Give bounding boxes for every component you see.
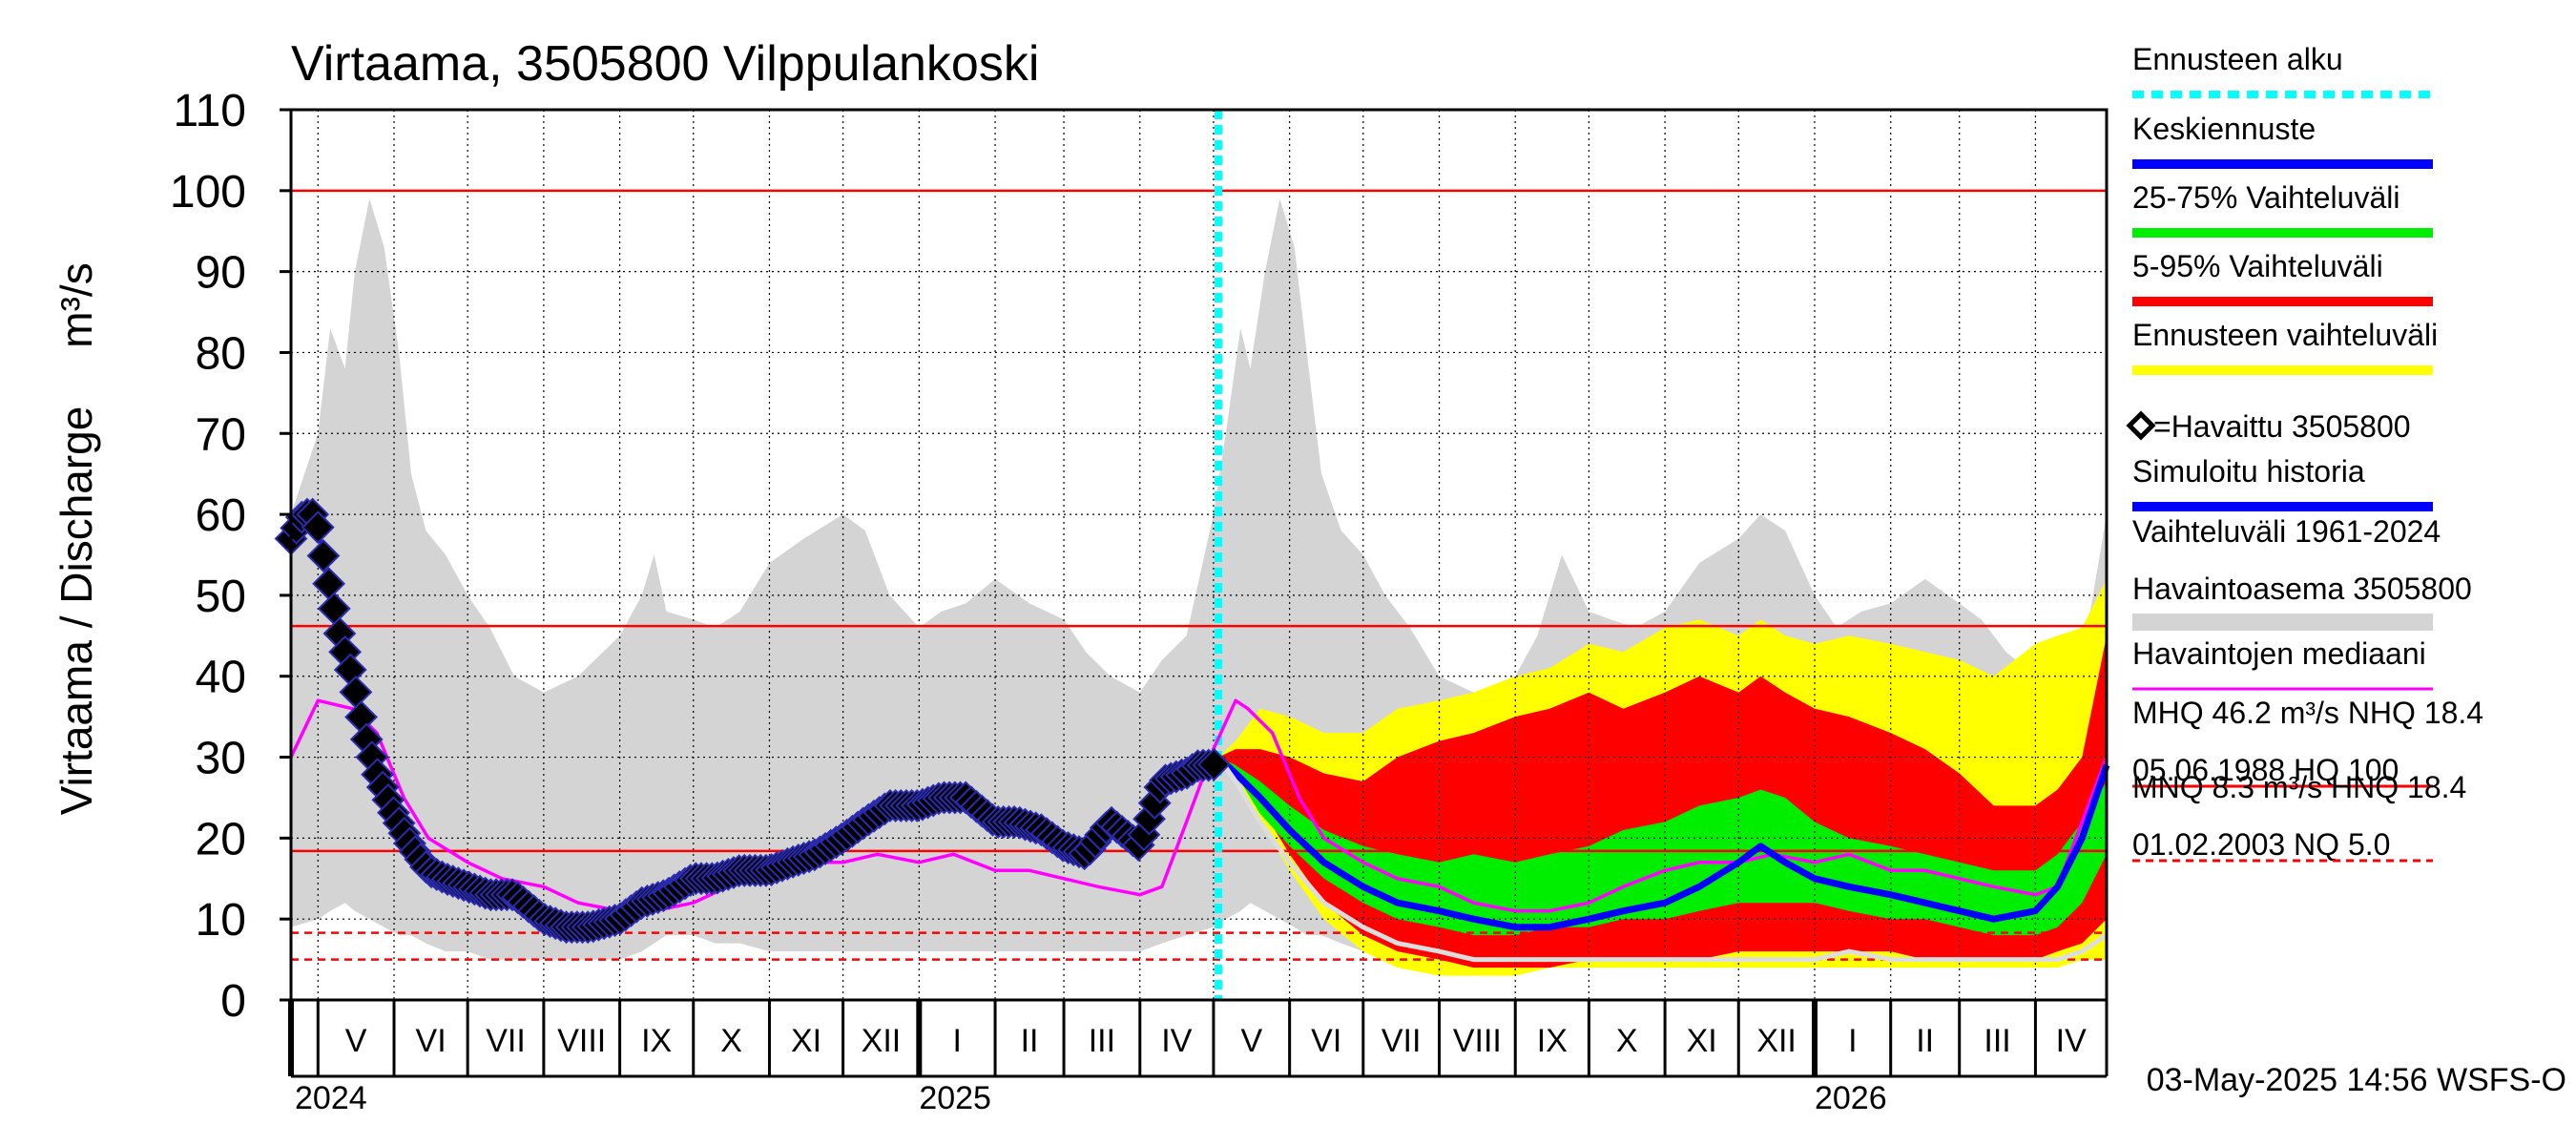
series-line-low-forecast-member	[1216, 756, 2109, 963]
year-label: 2026	[1815, 1080, 1887, 1116]
y-axis-label: Virtaama / Discharge	[52, 406, 101, 816]
y-tick-label: 80	[196, 328, 246, 379]
plot-frame-layer	[289, 108, 2109, 1002]
y-tick-label: 0	[220, 976, 246, 1027]
series-line-keskiennuste	[1215, 754, 2110, 931]
y-tick-label: 30	[196, 734, 246, 784]
y-tick-label: 110	[173, 86, 246, 136]
month-label: IV	[1161, 1023, 1192, 1059]
month-label: XII	[862, 1023, 902, 1059]
observed-point	[1197, 747, 1231, 781]
month-label: V	[1240, 1023, 1262, 1059]
legend-label: Ennusteen vaihteluväli	[2132, 318, 2438, 352]
y-tick-label: 40	[196, 653, 246, 703]
month-label: VIII	[557, 1023, 606, 1059]
month-label: VII	[486, 1023, 526, 1059]
y-tick-label: 50	[196, 572, 246, 622]
month-label: VI	[416, 1023, 447, 1059]
observed-point	[301, 510, 335, 545]
legend-label: 25-75% Vaihteluväli	[2132, 180, 2399, 215]
month-label: XI	[791, 1023, 821, 1059]
month-label: IX	[641, 1023, 672, 1059]
y-tick-label: 10	[196, 895, 246, 946]
legend-label: Havaintojen mediaani	[2132, 636, 2426, 671]
month-label: III	[1984, 1023, 2010, 1059]
year-label: 2025	[919, 1080, 991, 1116]
timestamp-footer: 03-May-2025 14:56 WSFS-O	[2147, 1062, 2566, 1098]
observed-markers-layer	[274, 497, 1231, 945]
y-tick-label: 90	[196, 248, 246, 299]
year-label: 2024	[295, 1080, 367, 1116]
month-label: IV	[2056, 1023, 2087, 1059]
legend-label: 01.02.2003 NQ 5.0	[2132, 827, 2390, 862]
legend-label: MNQ 8.3 m³/s HNQ 18.4	[2132, 770, 2466, 804]
legend-label: 05.06.1988 HQ 100	[2132, 753, 2399, 787]
plot-frame	[289, 108, 2109, 1002]
legend-marker	[2126, 410, 2156, 441]
month-label: I	[1848, 1023, 1857, 1059]
y-tick-label: 100	[170, 167, 246, 218]
observed-point	[306, 539, 341, 572]
month-label: III	[1089, 1023, 1115, 1059]
legend: Ennusteen alku Keskiennuste 25-75% Vaihtel…	[2126, 42, 2483, 863]
chart-title: Virtaama, 3505800 Vilppulankoski	[291, 36, 1039, 92]
month-label: V	[345, 1023, 367, 1059]
legend-label: Ennusteen alku	[2132, 42, 2343, 76]
legend-label: 5-95% Vaihteluväli	[2132, 249, 2383, 283]
legend-label: =Havaittu 3505800	[2153, 409, 2411, 444]
legend-label: Havaintoasema 3505800	[2132, 572, 2472, 606]
y-tick-label: 70	[196, 409, 246, 460]
legend-label: MHQ 46.2 m³/s NHQ 18.4	[2132, 696, 2483, 730]
month-label: I	[952, 1023, 961, 1059]
y-tick-label: 20	[196, 814, 246, 864]
forecast-bands-layer	[1218, 578, 2107, 976]
month-label: XI	[1687, 1023, 1717, 1059]
month-label: X	[720, 1023, 742, 1059]
month-label: XII	[1756, 1023, 1797, 1059]
legend-label: Keskiennuste	[2132, 112, 2316, 146]
legend-label: Simuloitu historia	[2132, 454, 2365, 489]
legend-label: Vaihteluväli 1961-2024	[2132, 514, 2441, 549]
month-label: X	[1616, 1023, 1638, 1059]
month-label: II	[1021, 1023, 1039, 1059]
month-label: VIII	[1453, 1023, 1502, 1059]
legend-swatch	[2132, 614, 2433, 631]
month-label: VI	[1311, 1023, 1341, 1059]
month-label: IX	[1537, 1023, 1568, 1059]
y-axis-unit: m³/s	[52, 262, 101, 347]
month-label: VII	[1381, 1023, 1422, 1059]
month-label: II	[1916, 1023, 1934, 1059]
y-tick-label: 60	[196, 490, 246, 541]
